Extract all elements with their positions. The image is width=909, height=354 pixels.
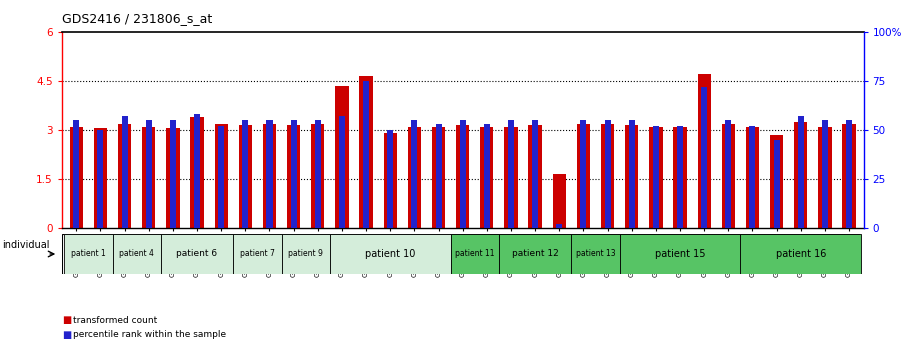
- FancyBboxPatch shape: [741, 234, 861, 274]
- Bar: [581, 120, 586, 228]
- Bar: [577, 124, 590, 228]
- Bar: [190, 117, 204, 228]
- Text: patient 15: patient 15: [654, 249, 705, 259]
- FancyBboxPatch shape: [282, 234, 330, 274]
- Bar: [243, 120, 248, 228]
- Text: ■: ■: [62, 315, 71, 325]
- Bar: [508, 120, 514, 228]
- FancyBboxPatch shape: [451, 234, 499, 274]
- Bar: [384, 133, 397, 228]
- Bar: [166, 129, 180, 228]
- Bar: [843, 124, 855, 228]
- Bar: [408, 127, 421, 228]
- Bar: [239, 125, 252, 228]
- Bar: [263, 124, 276, 228]
- Bar: [601, 124, 614, 228]
- Bar: [653, 126, 659, 228]
- Text: patient 7: patient 7: [240, 250, 275, 258]
- Bar: [145, 120, 152, 228]
- Text: patient 6: patient 6: [176, 250, 217, 258]
- Bar: [625, 125, 638, 228]
- Bar: [460, 120, 465, 228]
- Text: patient 13: patient 13: [575, 250, 615, 258]
- Bar: [142, 127, 155, 228]
- FancyBboxPatch shape: [161, 234, 234, 274]
- Bar: [118, 124, 131, 228]
- Bar: [774, 140, 780, 228]
- Text: patient 12: patient 12: [512, 250, 558, 258]
- Text: patient 9: patient 9: [288, 250, 324, 258]
- Bar: [359, 76, 373, 228]
- Bar: [674, 127, 686, 228]
- Bar: [697, 74, 711, 228]
- Bar: [456, 125, 469, 228]
- Bar: [504, 127, 517, 228]
- FancyBboxPatch shape: [499, 234, 572, 274]
- Bar: [677, 126, 683, 228]
- Bar: [846, 120, 852, 228]
- Bar: [287, 125, 300, 228]
- Bar: [770, 135, 784, 228]
- Text: patient 16: patient 16: [775, 249, 826, 259]
- FancyBboxPatch shape: [65, 234, 113, 274]
- Bar: [604, 120, 611, 228]
- FancyBboxPatch shape: [572, 234, 620, 274]
- FancyBboxPatch shape: [113, 234, 161, 274]
- Bar: [194, 114, 200, 228]
- Bar: [532, 120, 538, 228]
- Text: percentile rank within the sample: percentile rank within the sample: [73, 330, 225, 339]
- Text: transformed count: transformed count: [73, 316, 157, 325]
- Bar: [725, 120, 732, 228]
- Bar: [74, 120, 79, 228]
- Bar: [387, 130, 394, 228]
- Bar: [749, 126, 755, 228]
- Bar: [412, 120, 417, 228]
- Bar: [94, 129, 107, 228]
- Bar: [363, 81, 369, 228]
- Bar: [556, 224, 563, 228]
- Bar: [311, 124, 325, 228]
- Bar: [480, 127, 494, 228]
- Text: patient 1: patient 1: [71, 250, 105, 258]
- Bar: [794, 122, 807, 228]
- Bar: [170, 120, 176, 228]
- Bar: [122, 116, 127, 228]
- Text: patient 10: patient 10: [365, 249, 415, 259]
- FancyBboxPatch shape: [234, 234, 282, 274]
- Bar: [339, 116, 345, 228]
- FancyBboxPatch shape: [620, 234, 741, 274]
- Bar: [745, 127, 759, 228]
- Bar: [818, 127, 832, 228]
- Bar: [432, 127, 445, 228]
- Bar: [701, 87, 707, 228]
- Bar: [335, 86, 348, 228]
- FancyBboxPatch shape: [330, 234, 451, 274]
- Bar: [266, 120, 273, 228]
- Bar: [70, 127, 83, 228]
- Bar: [97, 130, 104, 228]
- Bar: [315, 120, 321, 228]
- Bar: [218, 126, 225, 228]
- Bar: [484, 124, 490, 228]
- Bar: [553, 174, 566, 228]
- Text: GDS2416 / 231806_s_at: GDS2416 / 231806_s_at: [62, 12, 212, 25]
- Bar: [822, 120, 828, 228]
- Bar: [798, 116, 804, 228]
- Text: ■: ■: [62, 330, 71, 339]
- Bar: [528, 125, 542, 228]
- Bar: [649, 127, 663, 228]
- Text: individual: individual: [2, 240, 49, 251]
- Text: patient 11: patient 11: [455, 250, 494, 258]
- Bar: [291, 120, 296, 228]
- Text: patient 4: patient 4: [119, 250, 155, 258]
- Bar: [722, 124, 735, 228]
- Bar: [215, 124, 228, 228]
- Bar: [629, 120, 634, 228]
- Bar: [435, 124, 442, 228]
